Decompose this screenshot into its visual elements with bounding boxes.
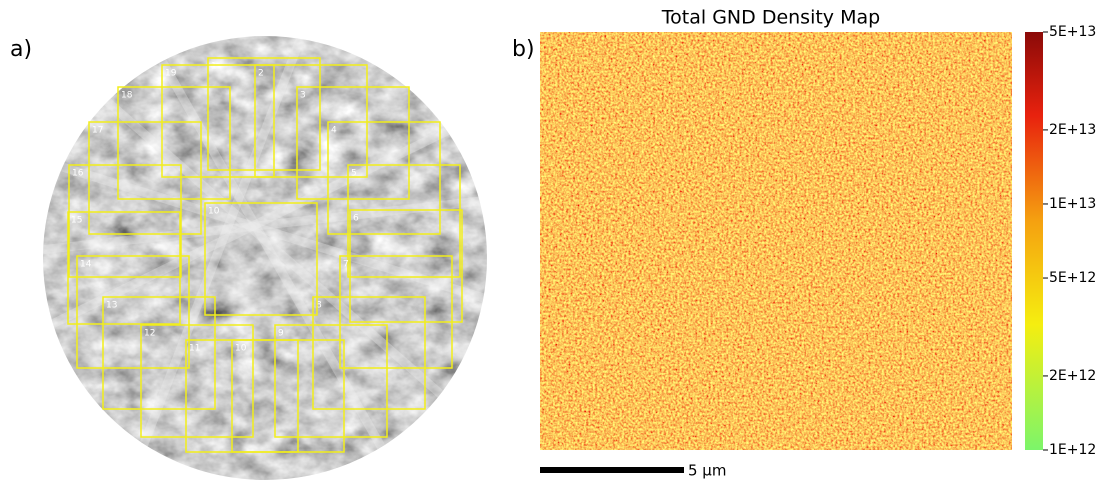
colorbar-tick-label: 1E+12: [1049, 442, 1096, 458]
colorbar-ticks: 5E+13 2E+13 1E+13 5E+12 2E+12 1E+12: [1043, 24, 1096, 458]
roi-box: [274, 324, 388, 438]
colorbar-tick-label: 2E+12: [1049, 368, 1096, 384]
roi-box: [327, 121, 441, 235]
roi-label: 19: [165, 69, 177, 79]
roi-box: [349, 209, 463, 323]
roi-box: [185, 339, 299, 453]
roi-box: [296, 86, 410, 200]
roi-label: 13: [106, 301, 117, 311]
roi-label: 2: [258, 69, 264, 79]
roi-box: [117, 86, 231, 200]
roi-label: 16: [72, 169, 84, 179]
panel-label: a): [10, 37, 32, 62]
roi-label: 7: [343, 260, 349, 270]
roi-label: 5: [351, 169, 357, 179]
roi-label: 14: [80, 260, 92, 270]
roi-box: [161, 64, 275, 178]
roi-label: 3: [300, 91, 306, 101]
gnd-map: [540, 32, 1012, 450]
colorbar-tick-label: 2E+13: [1049, 122, 1096, 138]
colorbar: [1025, 32, 1043, 450]
roi-box: [204, 202, 318, 316]
map-title: Total GND Density Map: [661, 7, 880, 29]
scale-bar-label: 5 μm: [688, 462, 726, 480]
roi-label: 11: [189, 344, 200, 354]
roi-box: [254, 64, 368, 178]
colorbar-tick-label: 1E+13: [1049, 196, 1096, 212]
panel-label: b): [512, 37, 535, 62]
roi-box: [347, 164, 461, 278]
roi-label: 6: [353, 214, 359, 224]
roi-label: 10: [235, 344, 247, 354]
roi-box: [207, 57, 321, 171]
roi-box: [68, 164, 182, 278]
roi-box: [102, 296, 216, 410]
colorbar-tick-label: 5E+12: [1049, 270, 1096, 286]
roi-label: 15: [71, 216, 82, 226]
roi-box: [67, 211, 181, 325]
roi-label: 8: [316, 301, 322, 311]
roi-label: 1: [211, 62, 217, 72]
roi-label: 10: [208, 207, 220, 217]
ebsd-pattern: [43, 36, 487, 480]
roi-box: [76, 255, 190, 369]
roi-box: [88, 121, 202, 235]
roi-label: 9: [278, 329, 284, 339]
roi-label: 17: [92, 126, 103, 136]
roi-label: 18: [121, 91, 133, 101]
roi-box: [140, 324, 254, 438]
roi-box: [339, 255, 453, 369]
roi-label: 12: [144, 329, 155, 339]
colorbar-tick-label: 5E+13: [1049, 24, 1096, 40]
roi-box: [312, 296, 426, 410]
roi-label: 4: [331, 126, 337, 136]
